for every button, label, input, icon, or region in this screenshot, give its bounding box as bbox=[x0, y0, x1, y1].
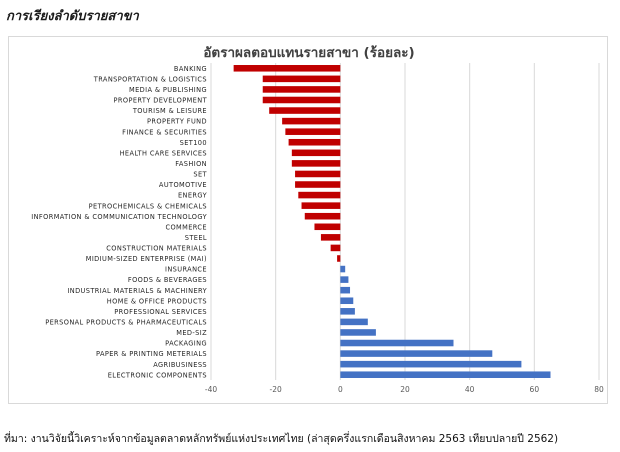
category-label: MIDIUM-SIZED ENTERPRISE (MAI) bbox=[86, 255, 207, 263]
chart-frame: อัตราผลตอบแทนรายสาขา (ร้อยละ) BANKING TRA… bbox=[8, 36, 608, 404]
chart-title: อัตราผลตอบแทนรายสาขา (ร้อยละ) bbox=[203, 45, 414, 61]
bar bbox=[291, 149, 341, 157]
bar bbox=[288, 138, 341, 146]
bar bbox=[340, 318, 368, 326]
category-label: FOODS & BEVERAGES bbox=[128, 276, 207, 284]
category-label: SET bbox=[193, 171, 207, 179]
category-label: PAPER & PRINTING METERIALS bbox=[96, 350, 207, 358]
bar bbox=[340, 308, 355, 315]
category-label: PROPERTY FUND bbox=[147, 118, 207, 126]
category-label: PROFESSIONAL SERVICES bbox=[114, 308, 207, 316]
x-axis-ticks: -40 -20 0 20 40 60 80 bbox=[205, 385, 604, 394]
x-tick-label: 0 bbox=[338, 385, 343, 394]
category-label: PERSONAL PRODUCTS & PHARMACEUTICALS bbox=[45, 318, 207, 326]
category-label: COMMERCE bbox=[165, 223, 207, 231]
bar bbox=[340, 339, 454, 347]
x-tick-label: 80 bbox=[594, 385, 604, 394]
x-tick-label: -20 bbox=[270, 385, 282, 394]
bars bbox=[233, 65, 551, 378]
bar bbox=[320, 234, 341, 241]
bar bbox=[340, 360, 522, 368]
category-label: INFORMATION & COMMUNICATION TECHNOLOGY bbox=[31, 213, 207, 221]
bar bbox=[340, 371, 551, 378]
category-label: ENERGY bbox=[178, 192, 208, 200]
category-label: HEALTH CARE SERVICES bbox=[120, 149, 207, 157]
bar-chart: อัตราผลตอบแทนรายสาขา (ร้อยละ) BANKING TRA… bbox=[31, 45, 604, 394]
bar bbox=[340, 297, 354, 305]
category-label: FINANCE & SECURITIES bbox=[122, 128, 207, 136]
bar bbox=[340, 350, 493, 357]
category-label: FASHION bbox=[175, 160, 207, 168]
category-label: SET100 bbox=[180, 139, 207, 147]
bar bbox=[340, 265, 346, 273]
category-label: PETROCHEMICALS & CHEMICALS bbox=[89, 202, 207, 210]
source-note: ที่มา: งานวิจัยนี้วิเคราะห์จากข้อมูลตลาด… bbox=[4, 433, 559, 445]
bar bbox=[340, 329, 376, 336]
category-label: TOURISM & LEISURE bbox=[132, 107, 207, 115]
x-tick-label: -40 bbox=[205, 385, 217, 394]
category-label: AUTOMOTIVE bbox=[159, 181, 207, 189]
bar bbox=[262, 96, 341, 104]
bar bbox=[295, 170, 341, 178]
category-labels: BANKING TRANSPORTATION & LOGISTICS MEDIA &… bbox=[31, 65, 207, 379]
category-label: PACKAGING bbox=[165, 340, 207, 348]
bar bbox=[262, 75, 341, 83]
bar bbox=[330, 244, 341, 252]
bar bbox=[295, 181, 341, 188]
bar bbox=[262, 86, 341, 93]
bar bbox=[233, 65, 341, 72]
category-label: CONSTRUCTION MATERIALS bbox=[106, 245, 207, 253]
grid-lines bbox=[210, 63, 600, 380]
x-tick-label: 60 bbox=[530, 385, 540, 394]
category-label: AGRIBUSINESS bbox=[153, 361, 207, 369]
category-label: ELECTRONIC COMPONENTS bbox=[108, 371, 207, 379]
bar bbox=[304, 212, 341, 220]
bar bbox=[285, 128, 341, 135]
bar bbox=[282, 117, 341, 125]
x-tick-label: 20 bbox=[400, 385, 410, 394]
bar bbox=[298, 191, 341, 199]
category-label: BANKING bbox=[174, 65, 207, 73]
bar bbox=[301, 202, 341, 209]
x-tick-label: 40 bbox=[465, 385, 475, 394]
bar bbox=[340, 286, 351, 294]
bar bbox=[337, 255, 341, 262]
category-label: INSURANCE bbox=[165, 266, 207, 274]
bar bbox=[291, 160, 341, 167]
category-label: TRANSPORTATION & LOGISTICS bbox=[93, 75, 207, 83]
page-heading: การเรียงลำดับรายสาขา bbox=[6, 9, 139, 24]
category-label: STEEL bbox=[185, 234, 207, 242]
bar bbox=[314, 223, 341, 231]
bar bbox=[340, 276, 349, 283]
bar bbox=[269, 107, 341, 114]
category-label: MED-SIZ bbox=[176, 329, 207, 337]
category-label: HOME & OFFICE PRODUCTS bbox=[107, 297, 207, 305]
category-label: PROPERTY DEVELOPMENT bbox=[114, 97, 208, 105]
category-label: INDUSTRIAL MATERIALS & MACHINERY bbox=[67, 287, 207, 295]
category-label: MEDIA & PUBLISHING bbox=[129, 86, 207, 94]
